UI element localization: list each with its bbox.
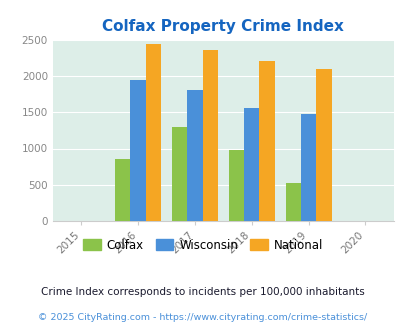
Bar (202, 50, 217, 221)
Bar (145, 44, 161, 221)
Text: © 2025 CityRating.com - https://www.cityrating.com/crime-statistics/: © 2025 CityRating.com - https://www.city… (38, 313, 367, 322)
Bar (187, 90, 202, 221)
Bar (228, 150, 243, 221)
Bar (171, 127, 187, 221)
Text: Crime Index corresponds to incidents per 100,000 inhabitants: Crime Index corresponds to incidents per… (41, 287, 364, 297)
Title: Colfax Property Crime Index: Colfax Property Crime Index (102, 19, 343, 34)
Bar (285, 183, 300, 221)
Bar (259, 61, 274, 221)
Legend: Colfax, Wisconsin, National: Colfax, Wisconsin, National (78, 234, 327, 256)
Bar (130, 80, 145, 221)
Bar (115, 159, 130, 221)
Bar (315, 69, 331, 221)
Bar (243, 108, 259, 221)
Bar (300, 114, 315, 221)
